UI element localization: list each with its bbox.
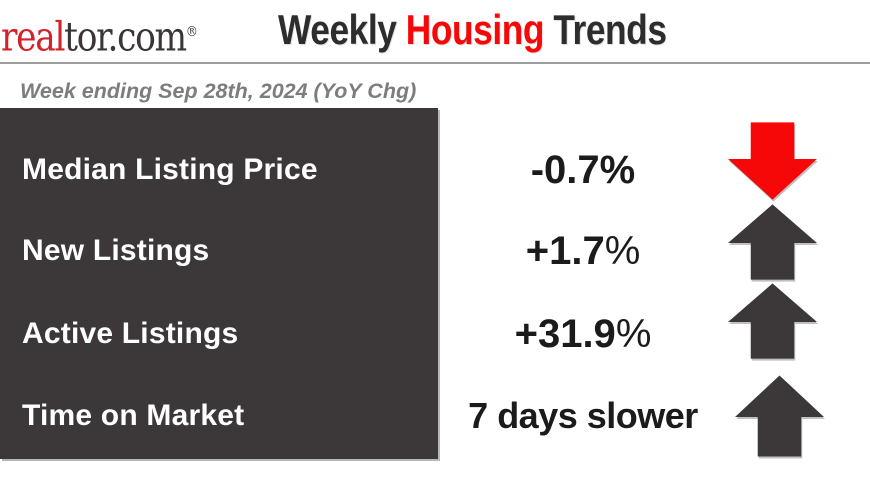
title-highlight: Housing <box>405 6 545 53</box>
metric-value-number: +1.7 <box>525 228 605 273</box>
realtor-com-logo: realtor.com® <box>1 10 198 59</box>
logo-text-torcom: tor.com <box>64 14 187 61</box>
metric-value-number: +31.9 <box>514 311 616 356</box>
table-row-time-on-market: Time on Market 7 days slower <box>0 374 870 458</box>
metric-value-number: 7 days slower <box>468 395 698 436</box>
metric-value: 7 days slower <box>438 395 728 437</box>
title-lead: Weekly <box>278 6 406 53</box>
metric-value-suffix: % <box>615 311 652 356</box>
metric-value: +1.7% <box>438 229 728 274</box>
metric-label: Time on Market <box>22 399 245 432</box>
logo-text-real: real <box>1 14 65 61</box>
metric-value: -0.7% <box>438 148 728 193</box>
metric-label: Active Listings <box>22 317 239 350</box>
metric-value-number: -0.7 <box>530 147 600 192</box>
table-row-median-listing-price: Median Listing Price -0.7% <box>0 122 870 212</box>
week-ending-subtitle: Week ending Sep 28th, 2024 (YoY Chg) <box>20 79 417 103</box>
trend-indicator <box>728 283 868 372</box>
registered-trademark-symbol: ® <box>185 24 198 40</box>
table-row-new-listings: New Listings +1.7% <box>0 204 870 293</box>
table-row-active-listings: Active Listings +31.9% <box>0 283 870 376</box>
metric-value: +31.9% <box>438 312 728 357</box>
metric-value-suffix: % <box>604 228 641 273</box>
page-title: Weekly Housing Trends <box>278 6 667 54</box>
metric-value-suffix: % <box>599 147 636 192</box>
metric-label: Median Listing Price <box>22 153 318 186</box>
metric-labels-panel <box>0 108 438 459</box>
metric-label: New Listings <box>22 234 210 267</box>
trend-indicator <box>728 204 868 289</box>
header-divider-line <box>0 62 870 64</box>
title-tail: Trends <box>543 6 667 53</box>
down-arrow-icon <box>728 122 817 200</box>
up-arrow-icon <box>728 283 817 359</box>
trend-indicator <box>728 375 868 457</box>
up-arrow-icon <box>728 204 817 280</box>
up-arrow-icon <box>735 375 824 457</box>
trend-indicator <box>728 122 868 209</box>
